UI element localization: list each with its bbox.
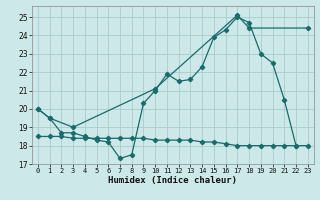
X-axis label: Humidex (Indice chaleur): Humidex (Indice chaleur) (108, 176, 237, 185)
